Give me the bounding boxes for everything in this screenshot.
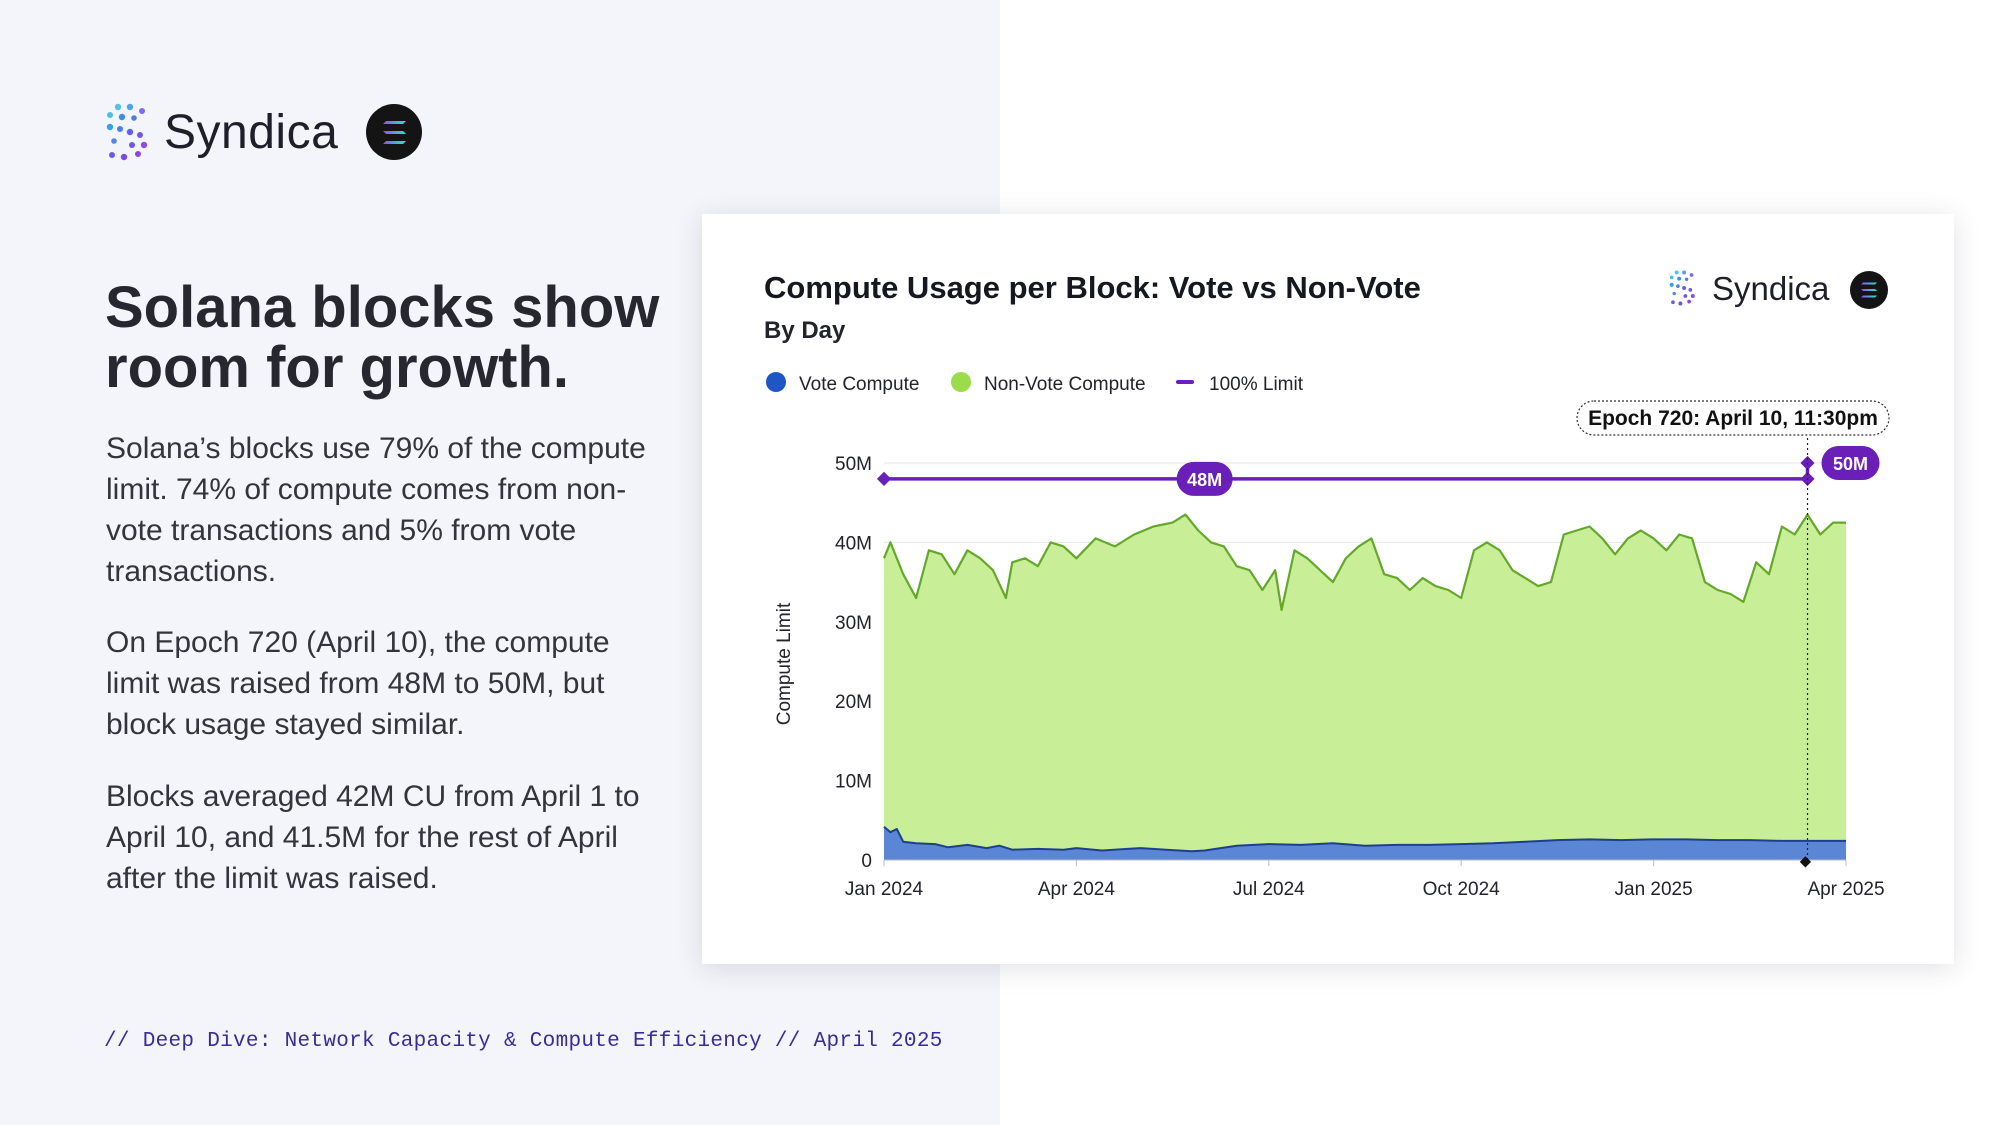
limit-point: [876, 471, 892, 486]
limit-badge-48m: [1176, 461, 1233, 496]
x-tick-label: Jan 2024: [845, 879, 924, 900]
x-tick-label: Jan 2025: [1615, 879, 1693, 900]
legend-marker-non-vote: [951, 372, 971, 392]
chart-legend: Vote Compute Non-Vote Compute 100% Limit: [766, 372, 1304, 395]
chart-card: Compute Usage per Block: Vote vs Non-Vot…: [702, 214, 1954, 964]
brand-header: Syndica: [104, 102, 423, 162]
chart-brand-name: Syndica: [1712, 270, 1830, 307]
x-axis: Jan 2024 Apr 2024 Jul 2024 Oct 2024 Jan 2025…: [845, 859, 1885, 900]
x-tick-label: Jul 2024: [1233, 879, 1305, 900]
chart-title: Compute Usage per Block: Vote vs Non-Vot…: [764, 270, 1421, 305]
line-vote-compute: [883, 825, 1846, 853]
y-axis-title: Compute Limit: [774, 602, 795, 725]
compute-usage-chart: Compute Usage per Block: Vote vs Non-Vot…: [764, 270, 1890, 900]
limit-series: 48M 50M: [876, 446, 1880, 496]
y-tick-label: 30M: [835, 613, 872, 634]
headline: Solana blocks show room for growth.: [105, 275, 660, 400]
legend-item-non-vote-compute[interactable]: Non-Vote Compute: [951, 372, 1146, 395]
limit-badge-50m: [1821, 446, 1880, 480]
footer-note: // Deep Dive: Network Capacity & Compute…: [104, 1030, 943, 1053]
paragraph-averages: Blocks averaged 42M CU from April 1 to A…: [106, 780, 640, 895]
area-non-vote-compute: [884, 514, 1846, 860]
syndica-dots-icon: [1669, 270, 1695, 306]
line-non-vote-compute: [882, 513, 1846, 611]
area-vote-compute: [884, 826, 1846, 860]
y-tick-label: 20M: [835, 692, 872, 713]
limit-label-50m: 50M: [1833, 454, 1868, 474]
x-tick-label: Apr 2024: [1038, 879, 1116, 900]
x-tick-label: Apr 2025: [1807, 879, 1884, 900]
y-tick-label: 10M: [835, 772, 872, 793]
solana-logo-icon: [1850, 271, 1888, 309]
paragraph-epoch-720: On Epoch 720 (April 10), the compute lim…: [106, 626, 610, 741]
annotation-label-epoch-720: Epoch 720: April 10, 11:30pm: [1588, 407, 1878, 430]
legend-item-vote-compute[interactable]: Vote Compute: [766, 372, 919, 395]
chart-brand: Syndica: [1669, 270, 1888, 309]
legend-label-limit: 100% Limit: [1209, 374, 1304, 395]
y-tick-label: 0: [861, 851, 872, 872]
legend-label-vote: Vote Compute: [799, 374, 919, 395]
legend-marker-limit: [1176, 380, 1194, 384]
x-tick-label: Oct 2024: [1423, 879, 1501, 900]
y-tick-label: 50M: [835, 454, 872, 475]
chart-subtitle: By Day: [764, 317, 846, 344]
brand-name: Syndica: [164, 105, 339, 159]
legend-marker-vote: [766, 372, 786, 392]
paragraph-summary: Solana’s blocks use 79% of the compute l…: [106, 432, 646, 588]
annotation-box-epoch-720: [1576, 400, 1890, 436]
syndica-dots-icon: [106, 103, 148, 161]
line-limit: [884, 463, 1810, 481]
limit-label-48m: 48M: [1187, 470, 1222, 490]
annotations: Epoch 720: April 10, 11:30pm: [1576, 400, 1890, 868]
legend-label-non-vote: Non-Vote Compute: [984, 374, 1146, 395]
y-tick-label: 40M: [835, 533, 872, 554]
legend-item-limit[interactable]: 100% Limit: [1176, 374, 1304, 395]
y-axis: 0 10M 20M 30M 40M 50M: [835, 454, 872, 872]
solana-logo-icon: [366, 104, 423, 160]
area-series: [882, 513, 1846, 860]
